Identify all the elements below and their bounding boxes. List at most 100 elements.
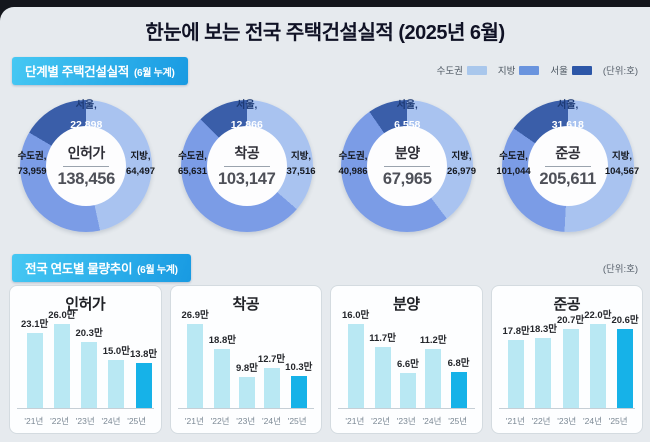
bar-value-label: 22.0만: [584, 310, 612, 321]
capital-label: 수도권, 73,959: [3, 150, 61, 179]
bar-chart-title: 착공: [232, 296, 260, 313]
year-label: '23년: [75, 416, 95, 426]
bar: [187, 324, 204, 408]
bar: [263, 368, 280, 408]
bar: [617, 329, 634, 408]
bar: [535, 338, 552, 408]
bar-column: 20.7만: [557, 312, 584, 408]
year-label: '25년: [127, 416, 147, 426]
donut-title: 분양: [394, 145, 420, 161]
legend-and-unit: 수도권 지방 서울 (단위:호): [437, 63, 638, 77]
bar: [508, 340, 525, 408]
section-stage-badge-suffix: (6월 누계): [133, 68, 175, 79]
seoul-value: 6,558: [394, 119, 421, 131]
local-value: 64,497: [125, 165, 156, 177]
seoul-label: 서울,: [236, 100, 258, 111]
year-label: '22년: [371, 416, 390, 426]
seoul-label: 서울,: [75, 100, 97, 111]
bar: [238, 377, 255, 408]
bar-chart-panel: 착공 26.9만 18.8만 9.8만 12.7만 10.3만 '21년 '22년 '23년 '2…: [169, 285, 322, 434]
donut-title: 착공: [234, 145, 260, 161]
legend-item: 지방: [498, 63, 540, 77]
donut-total: 103,147: [217, 170, 276, 188]
legend-item: 수도권: [437, 63, 487, 77]
bar: [425, 349, 442, 408]
donut-center: 준공 205,611: [527, 126, 608, 206]
bar-charts-row: 인허가 23.1만 26.0만 20.3만 15.0만 13.8만 '21년 '22년 '23년…: [9, 285, 643, 434]
seoul-value: 12,866: [230, 119, 263, 131]
bar-column: 26.9만: [182, 307, 209, 408]
donut-center: 인허가 138,456: [46, 126, 127, 206]
bars-area: 23.1만 26.0만 20.3만 15.0만 13.8만: [17, 310, 157, 409]
section-trend-badge: 전국 연도별 물량추이 (6월 누계): [12, 254, 191, 282]
bar-value-label: 16.0만: [342, 310, 370, 321]
capital-value: 73,959: [17, 165, 47, 177]
year-labels: '21년 '22년 '23년 '24년 '25년: [499, 415, 636, 427]
local-name: 지방,: [611, 151, 633, 162]
section-stage-badge-label: 단계별 주택건설실적: [25, 65, 129, 79]
bar: [81, 342, 98, 408]
donut-chart: 인허가 138,456 서울, 22,898 수도권, 73,959 지방, 64,497: [6, 92, 167, 252]
year-label: '21년: [24, 416, 44, 426]
section-stage-header: 단계별 주택건설실적 (6월 누계) 수도권 지방 서울 (단위:호): [12, 57, 640, 85]
year-label: '24년: [583, 416, 602, 426]
local-value: 26,979: [446, 165, 477, 177]
donut-divider: [544, 166, 591, 167]
bar-column: 22.0만: [584, 307, 611, 408]
bar-value-label: 23.1만: [21, 319, 49, 330]
year-label: '21년: [505, 416, 525, 426]
stage-unit-note: (단위:호): [602, 66, 638, 77]
legend-swatch-icon: [466, 65, 487, 75]
year-labels: '21년 '22년 '23년 '24년 '25년: [178, 415, 315, 427]
seoul-label: 서울,: [396, 100, 418, 111]
bar: [108, 360, 125, 408]
donut-charts-row: 인허가 138,456 서울, 22,898 수도권, 73,959 지방, 64,497 착공…: [6, 92, 648, 252]
bar: [399, 373, 416, 408]
capital-name: 수도권,: [178, 151, 207, 162]
bar-column: 9.8만: [236, 360, 258, 408]
local-name: 지방,: [130, 151, 151, 162]
bars-area: 26.9만 18.8만 9.8만 12.7만 10.3만: [177, 310, 314, 409]
seoul-label: 서울,: [557, 100, 579, 111]
year-label: '21년: [345, 416, 365, 426]
legend-swatch-icon: [571, 65, 592, 75]
capital-label: 수도권, 40,986: [324, 150, 382, 179]
bar-value-label: 18.8만: [208, 335, 236, 346]
donut-legend: 수도권 지방 서울: [437, 63, 592, 77]
donut-divider: [384, 166, 431, 167]
year-label: '21년: [184, 416, 204, 426]
donut-center: 분양 67,965: [367, 126, 448, 206]
bar-value-label: 20.6만: [611, 315, 639, 326]
donut-total: 138,456: [57, 170, 116, 188]
donut-chart: 분양 67,965 서울, 6,558 수도권, 40,986 지방, 26,979: [327, 92, 488, 252]
bar-value-label: 20.7만: [556, 315, 585, 326]
capital-label: 수도권, 101,044: [485, 150, 543, 179]
bar-column: 10.3만: [285, 359, 312, 408]
bar-column: 18.8만: [209, 332, 236, 408]
capital-name: 수도권,: [338, 151, 368, 162]
bar-value-label: 20.3만: [75, 328, 103, 339]
bar-value-label: 6.6만: [396, 359, 419, 370]
capital-label: 수도권, 65,631: [164, 150, 222, 179]
bar-column: 26.0만: [48, 307, 75, 408]
seoul-value: 22,898: [70, 119, 103, 131]
local-name: 지방,: [451, 151, 472, 162]
page-title: 한눈에 보는 전국 주택건설실적 (2025년 6월): [145, 22, 505, 44]
bar-value-label: 26.0만: [48, 310, 76, 321]
bar-value-label: 11.2만: [419, 335, 447, 346]
donut-ring: 인허가 138,456: [20, 100, 153, 232]
capital-value: 101,044: [496, 165, 531, 177]
bar-value-label: 6.8만: [447, 358, 470, 369]
bar-column: 11.7만: [369, 330, 396, 408]
bar-value-label: 18.3만: [529, 324, 557, 335]
bar-column: 16.0만: [342, 307, 369, 408]
bar-column: 6.8만: [447, 355, 471, 408]
bar-column: 23.1만: [21, 316, 48, 408]
bars-area: 17.8만 18.3만 20.7만 22.0만 20.6만: [498, 310, 639, 409]
year-label: '24년: [262, 416, 281, 426]
legend-item: 서울: [550, 63, 592, 77]
local-value: 104,567: [604, 165, 640, 177]
local-name: 지방,: [290, 151, 312, 162]
bar: [26, 333, 43, 408]
local-label: 지방, 26,979: [433, 150, 491, 179]
